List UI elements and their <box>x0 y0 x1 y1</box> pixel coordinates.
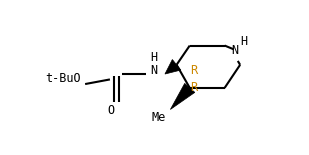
Polygon shape <box>165 60 181 74</box>
Text: N: N <box>231 44 238 58</box>
Text: R: R <box>190 64 197 78</box>
Text: O: O <box>107 104 114 117</box>
Text: R: R <box>190 81 197 94</box>
Text: H: H <box>150 51 157 64</box>
Polygon shape <box>170 83 195 109</box>
Text: t-BuO: t-BuO <box>45 72 80 85</box>
Text: N: N <box>150 64 157 78</box>
Text: Me: Me <box>152 111 166 124</box>
Text: H: H <box>240 35 247 48</box>
